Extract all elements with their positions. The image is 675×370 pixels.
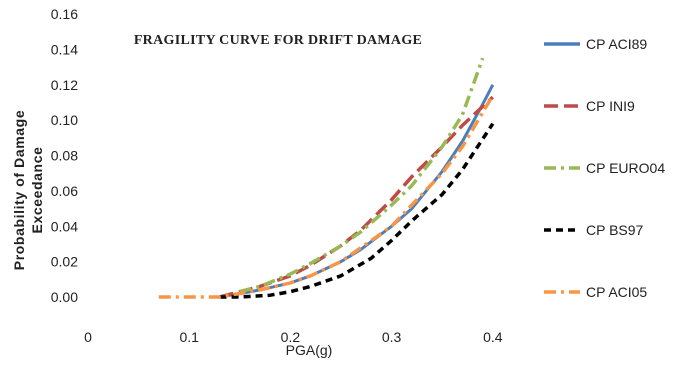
legend-label: CP INI9 [586, 98, 635, 114]
y-tick-label: 0.02 [51, 254, 78, 270]
series-line-cp-euro04 [239, 57, 485, 294]
series-line-cp-ini9 [219, 95, 494, 299]
y-tick-label: 0.16 [51, 6, 78, 22]
y-tick-label: 0.12 [51, 77, 78, 93]
y-tick-label: 0.04 [51, 218, 78, 234]
x-axis-label: PGA(g) [286, 342, 333, 358]
x-tick-label: 0.1 [179, 329, 199, 345]
y-axis-label-line-2: Exceedance [29, 147, 45, 234]
legend-label: CP BS97 [586, 222, 644, 238]
legend-label: CP EURO04 [586, 160, 665, 176]
x-tick-label: 0.2 [281, 329, 301, 345]
legend-label: CP ACI89 [586, 36, 647, 52]
legend: CP ACI89 CP INI9 CP EURO04 CP BS97 CP ACI05 [544, 36, 665, 300]
x-tick-label: 0 [84, 329, 92, 345]
y-tick-label: 0.14 [51, 41, 78, 57]
y-axis-label-line-1: Probability of Damage [11, 110, 27, 270]
y-tick-label: 0.08 [51, 148, 78, 164]
y-axis-label: Probability of Damage Exceedance [11, 110, 45, 270]
x-tick-label: 0.4 [483, 329, 503, 345]
y-tick-label: 0.06 [51, 183, 78, 199]
chart-title: FRAGILITY CURVE FOR DRIFT DAMAGE [134, 33, 422, 48]
y-tick-label: 0.10 [51, 112, 78, 128]
plot-area: 0.00 0.02 0.04 0.06 0.08 0.10 0.12 0.14 0.16 0 0.1… [51, 6, 503, 345]
x-tick-label: 0.3 [382, 329, 402, 345]
y-tick-label: 0.00 [51, 289, 78, 305]
legend-label: CP ACI05 [586, 284, 647, 300]
